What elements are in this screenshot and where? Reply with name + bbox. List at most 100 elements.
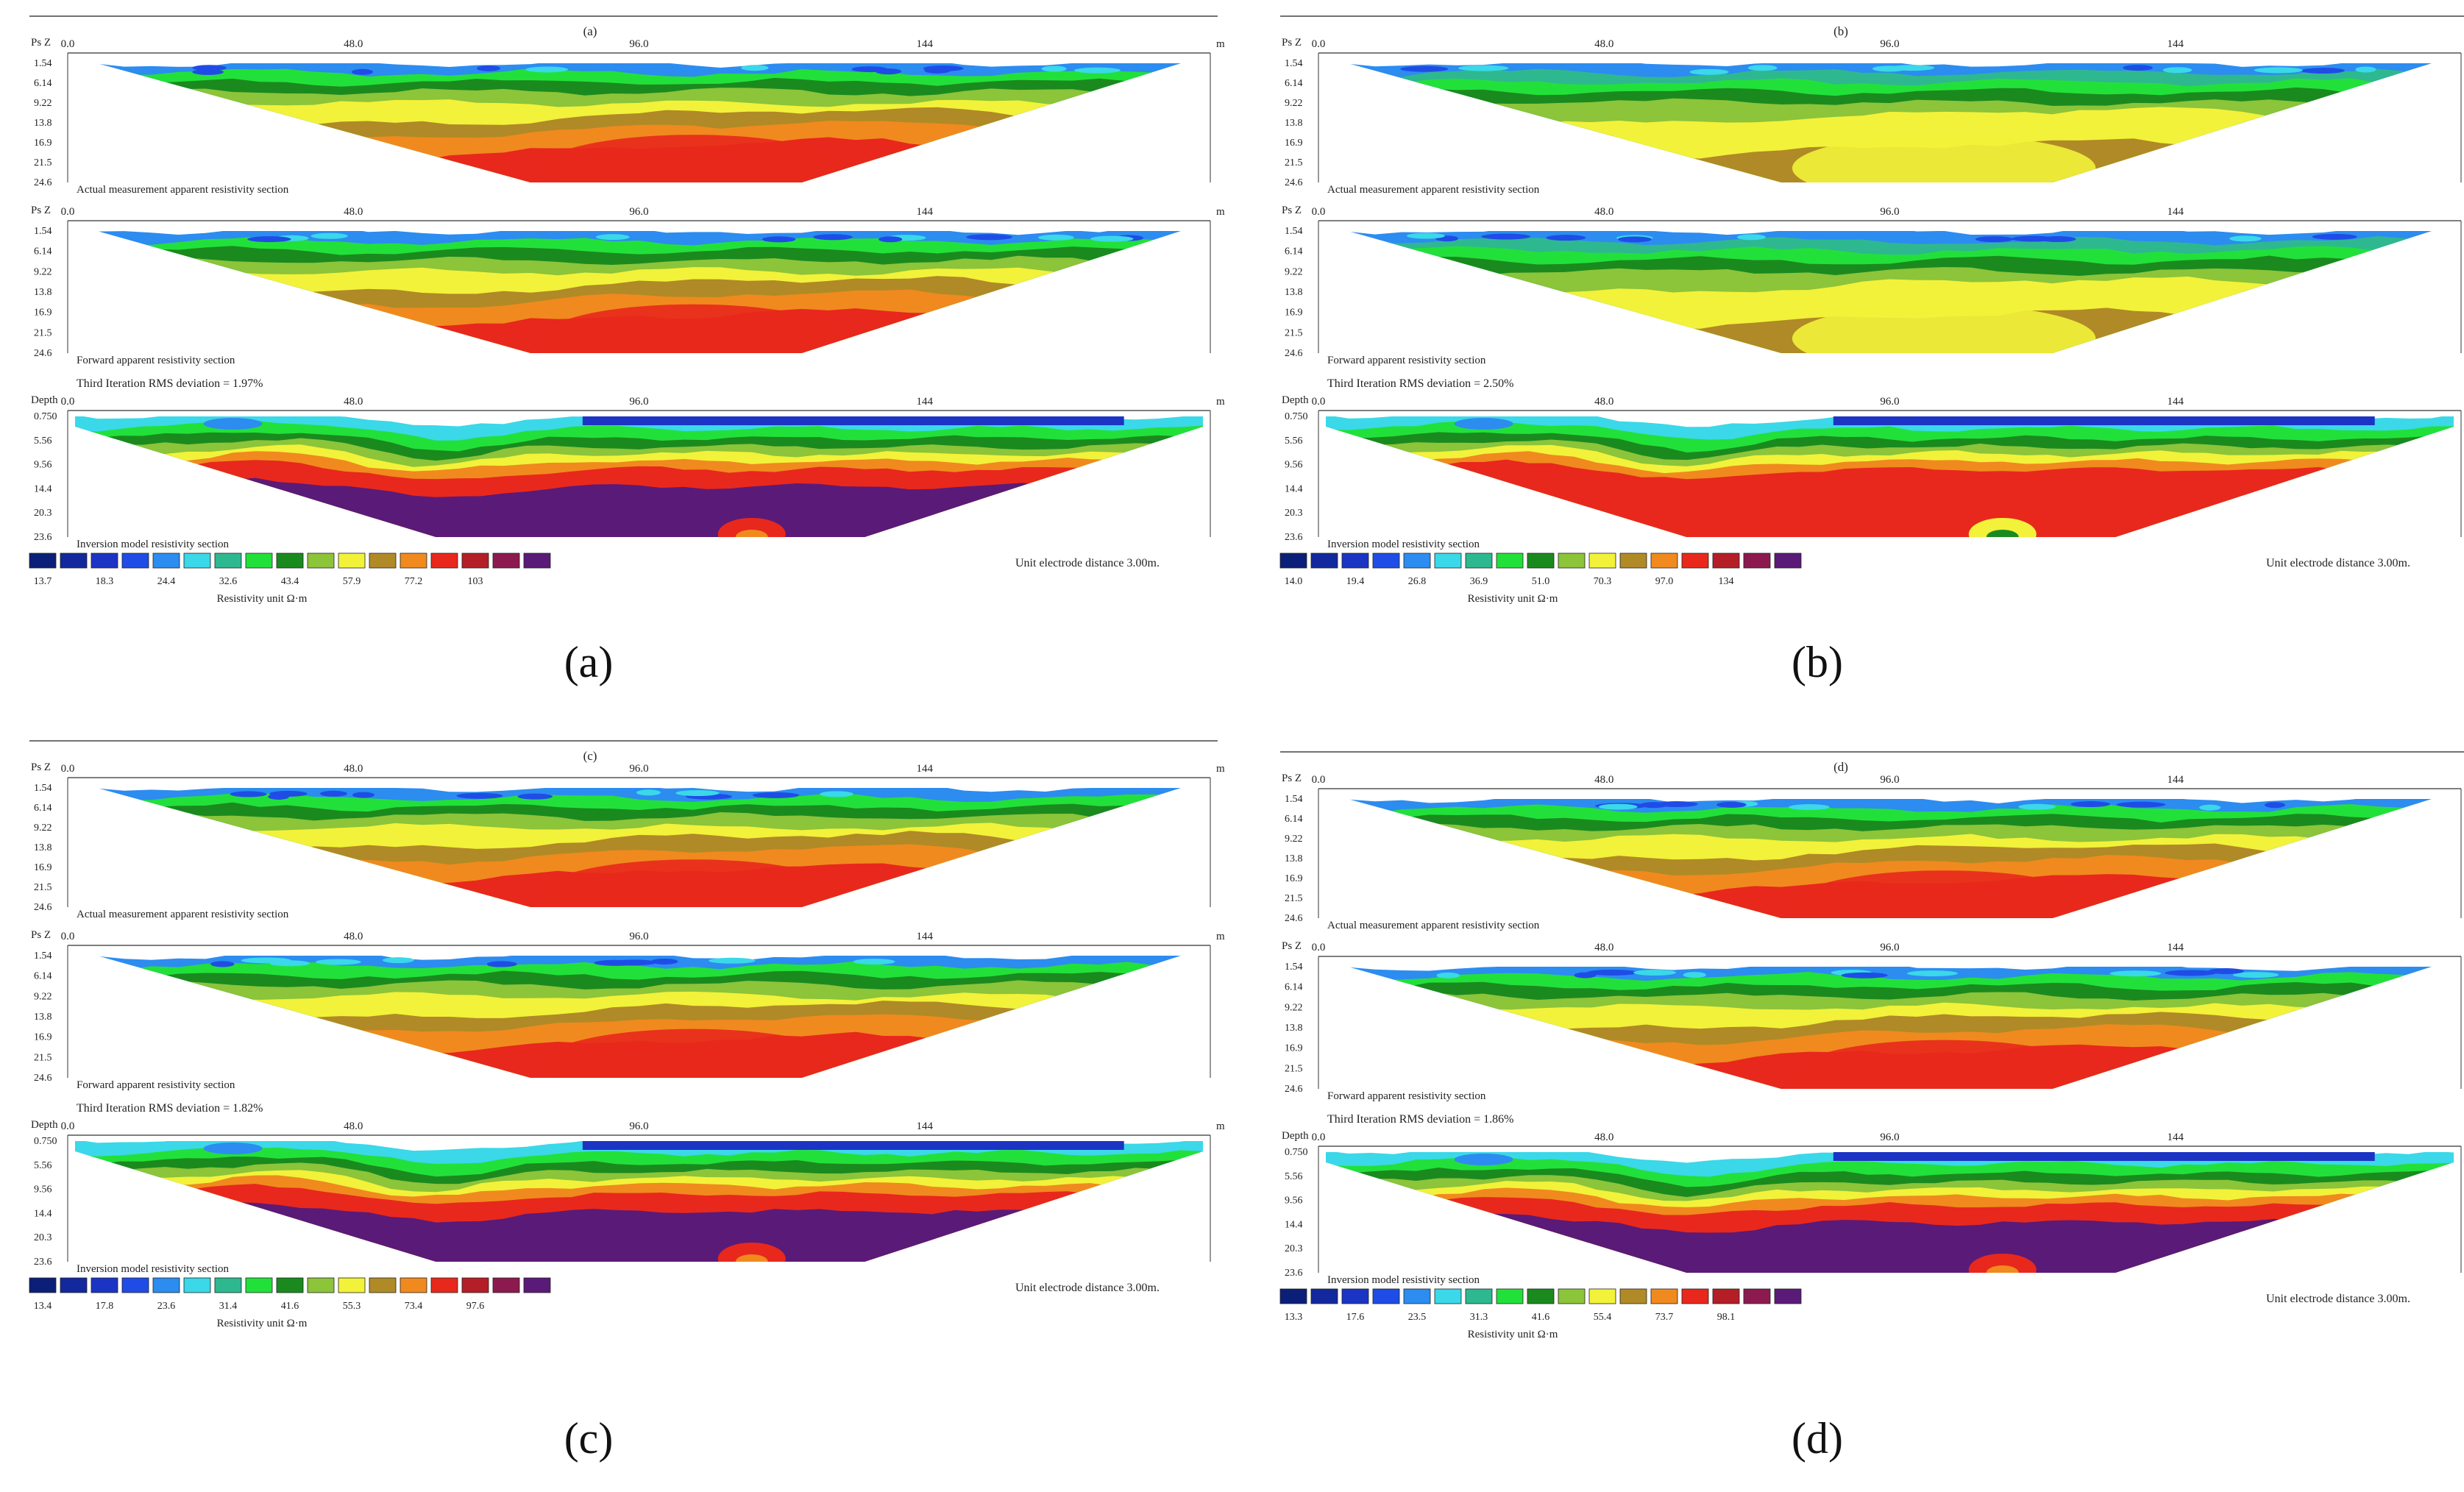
surface-anomaly — [595, 234, 630, 241]
surface-anomaly — [2265, 802, 2286, 809]
legend-swatch — [1465, 553, 1493, 569]
y-axis-label: Ps Z — [1282, 940, 1302, 952]
electrode-distance-note: Unit electrode distance 3.00m. — [2266, 557, 2410, 569]
x-tick-label: 96.0 — [1880, 38, 1899, 50]
surface-low-zone — [1833, 1152, 2375, 1161]
x-axis-unit: m — [1216, 396, 1225, 408]
surface-low-zone — [582, 416, 1124, 425]
deep-anomaly — [1792, 304, 2096, 353]
x-tick-label: 144 — [2167, 774, 2184, 786]
depth-tick-label: 9.56 — [34, 1184, 52, 1196]
legend-swatch — [245, 1277, 273, 1293]
legend-swatch — [369, 553, 397, 569]
legend-swatch — [1496, 553, 1524, 569]
legend-label: 14.0 — [1285, 576, 1303, 587]
x-tick-label: 144 — [2167, 38, 2184, 50]
panel-caption: (c) — [564, 1414, 614, 1463]
surface-anomaly — [316, 959, 361, 965]
legend-swatch — [1650, 553, 1678, 569]
legend-label: 55.3 — [343, 1301, 361, 1312]
figure-panel-a: (a) Ps Z 0.0 48.0 96.0 144 m 1.54 6.14 9.22 13.8 16… — [29, 15, 1225, 686]
section-fill — [1348, 231, 2432, 353]
depth-tick-label: 13.8 — [1285, 853, 1303, 864]
legend-swatch — [400, 1277, 427, 1293]
depth-tick-label: 21.5 — [34, 882, 52, 893]
section-title: Inversion model resistivity section — [1327, 539, 1480, 550]
depth-tick-label: 1.54 — [34, 226, 52, 237]
legend-swatch — [1403, 1288, 1431, 1304]
surface-anomaly — [1454, 418, 1513, 430]
depth-tick-label: 24.6 — [1285, 177, 1303, 188]
section-fill — [1326, 416, 2454, 537]
x-tick-label: 144 — [917, 763, 934, 775]
legend-swatch — [1372, 1288, 1400, 1304]
panel-caption: (a) — [564, 638, 614, 686]
section-title: Inversion model resistivity section — [1327, 1274, 1480, 1286]
depth-tick-label: 1.54 — [1285, 58, 1303, 69]
legend-unit-label: Resistivity unit Ω·m — [217, 1318, 308, 1329]
legend-swatch — [1681, 553, 1709, 569]
surface-anomaly — [1458, 65, 1509, 71]
panel-top-label: (b) — [1833, 24, 1848, 38]
y-axis-label: Ps Z — [31, 929, 51, 941]
surface-anomaly — [1037, 234, 1074, 241]
depth-tick-label: 20.3 — [1285, 1243, 1303, 1254]
x-tick-label: 144 — [2167, 942, 2184, 953]
surface-anomaly — [813, 234, 853, 241]
apparent-section-2: Ps Z0.048.096.0144m1.546.149.2213.816.92… — [1282, 205, 2462, 366]
legend-swatch — [1588, 1288, 1616, 1304]
depth-tick-label: 23.6 — [1285, 1268, 1303, 1279]
depth-tick-label: 9.22 — [1285, 834, 1303, 845]
depth-tick-label: 21.5 — [1285, 157, 1303, 168]
panel-top-label: (a) — [583, 24, 597, 38]
deep-anomaly-core — [1986, 1265, 2019, 1273]
legend-swatch — [338, 1277, 366, 1293]
depth-tick-label: 9.56 — [34, 460, 52, 471]
x-tick-label: 144 — [917, 396, 934, 408]
x-tick-label: 96.0 — [629, 206, 648, 218]
deep-anomaly — [1792, 135, 2096, 182]
panel-top-label: (d) — [1833, 760, 1848, 774]
panel-top-label: (c) — [583, 749, 597, 763]
x-tick-label: 48.0 — [344, 396, 363, 408]
surface-anomaly — [1639, 802, 1668, 809]
legend-swatch — [523, 553, 551, 569]
legend-swatch — [1712, 1288, 1740, 1304]
x-tick-label: 96.0 — [629, 763, 648, 775]
legend-swatch — [29, 553, 57, 569]
legend-swatch — [461, 553, 489, 569]
depth-tick-label: 14.4 — [1285, 483, 1303, 494]
x-tick-label: 144 — [917, 931, 934, 942]
x-tick-label: 144 — [2167, 206, 2184, 218]
x-axis-unit: m — [1216, 1120, 1225, 1132]
section-fill — [75, 416, 1203, 537]
depth-tick-label: 24.6 — [34, 177, 52, 188]
depth-tick-label: 14.4 — [34, 1208, 52, 1219]
legend-swatch — [121, 1277, 149, 1293]
color-legend: 14.0 19.4 26.8 36.9 51.0 70.3 97.0 134 Resistivi… — [1279, 553, 1802, 605]
depth-tick-label: 23.6 — [34, 1257, 52, 1268]
depth-tick-label: 21.5 — [1285, 327, 1303, 338]
apparent-section-1: Ps Z 0.0 48.0 96.0 144 m 1.54 6.14 9.22 13.8 16.9 2… — [31, 761, 1225, 920]
legend-label: 103 — [468, 576, 483, 587]
depth-tick-label: 16.9 — [1285, 138, 1303, 149]
depth-tick-label: 1.54 — [34, 58, 52, 69]
rms-deviation: Third Iteration RMS deviation = 1.86% — [1327, 1113, 1513, 1126]
deep-anomaly — [541, 859, 845, 907]
surface-anomaly — [1073, 67, 1121, 74]
section-title: Forward apparent resistivity section — [1327, 1090, 1486, 1102]
x-tick-label: 0.0 — [61, 206, 75, 218]
surface-low-zone — [1833, 416, 2375, 425]
surface-anomaly — [352, 792, 374, 798]
depth-tick-label: 21.5 — [34, 1052, 52, 1063]
surface-anomaly — [820, 791, 853, 797]
legend-label: 31.3 — [1470, 1312, 1488, 1323]
surface-anomaly — [476, 65, 501, 71]
section-fill — [1348, 967, 2432, 1089]
legend-label: 73.7 — [1655, 1312, 1674, 1323]
section-title: Forward apparent resistivity section — [77, 355, 235, 366]
x-tick-label: 0.0 — [1312, 396, 1326, 408]
depth-tick-label: 23.6 — [34, 532, 52, 543]
section-fill — [75, 1141, 1203, 1262]
color-legend: 13.4 17.8 23.6 31.4 41.6 55.3 73.4 97.6 Resistiv… — [29, 1277, 551, 1329]
